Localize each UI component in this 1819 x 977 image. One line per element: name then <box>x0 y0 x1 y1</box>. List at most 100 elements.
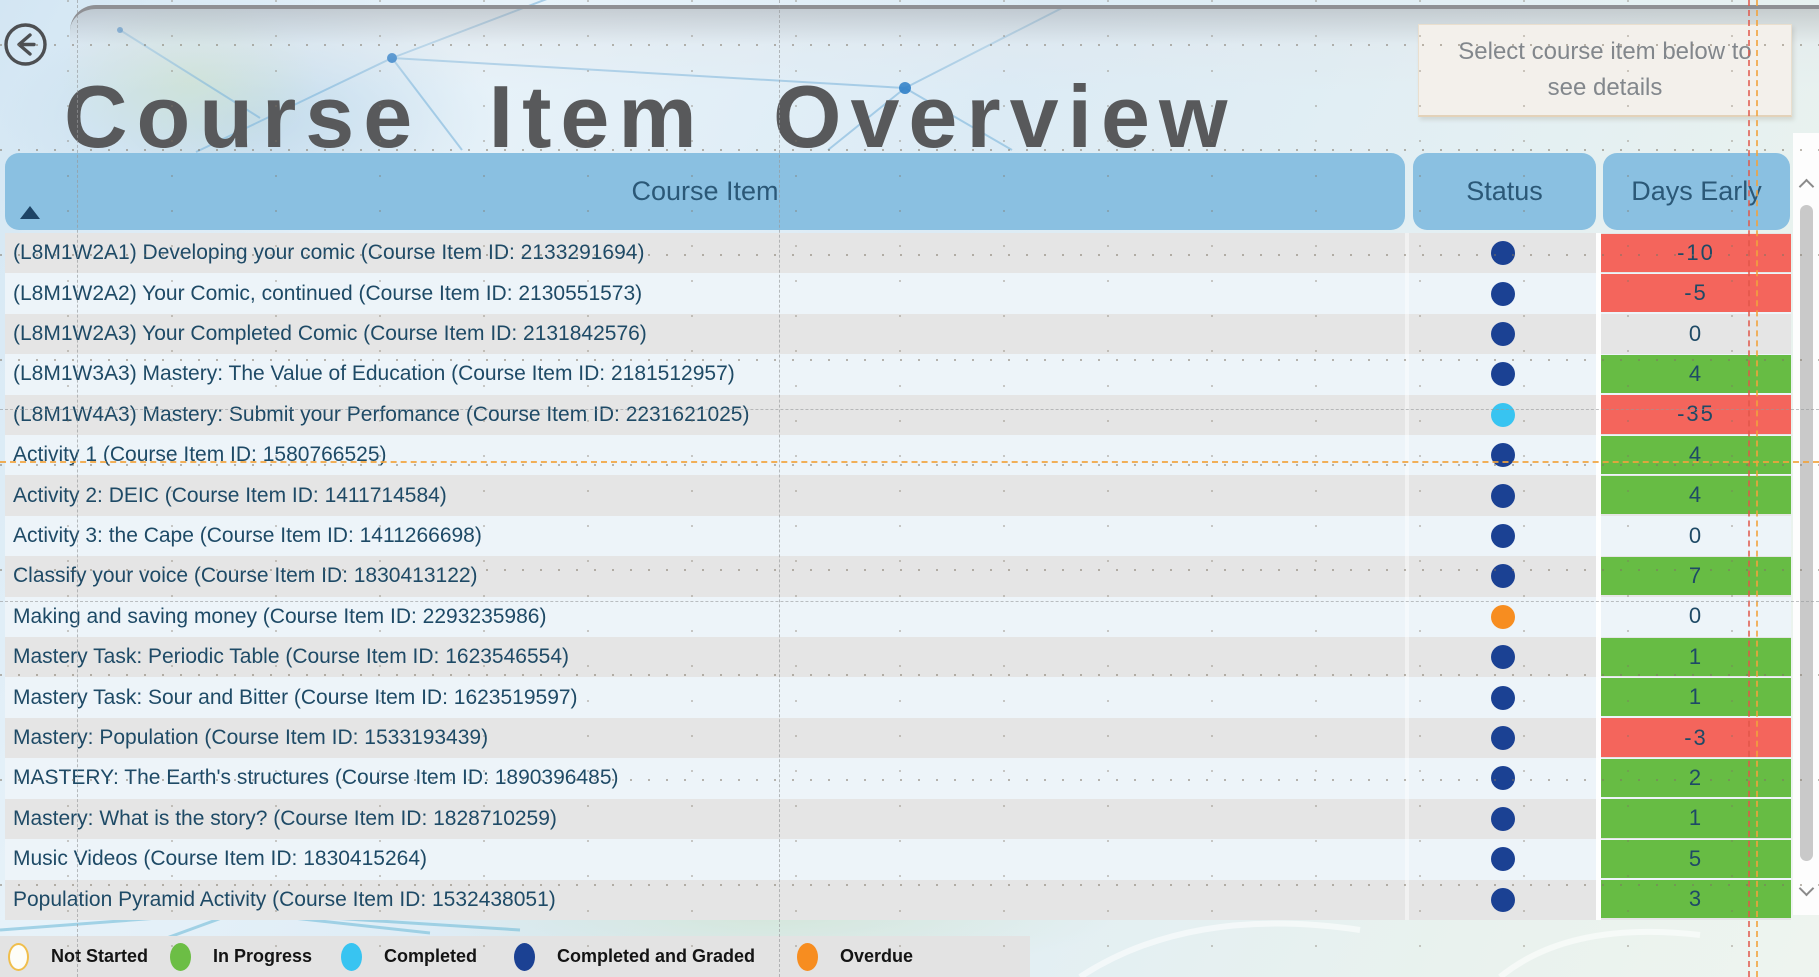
column-header-course-item[interactable]: Course Item <box>5 153 1405 230</box>
not-started-legend-dot <box>8 942 29 971</box>
completed-and-graded-status-dot <box>1490 524 1515 549</box>
days-early-cell: -3 <box>1601 718 1791 757</box>
completed-status-dot <box>1490 402 1515 427</box>
legend-item: Completed and Graded <box>514 936 755 977</box>
days-early-cell: 4 <box>1601 475 1791 515</box>
back-button[interactable] <box>3 22 48 67</box>
overdue-legend-dot <box>797 942 818 971</box>
course-item-cell: (L8M1W2A3) Your Completed Comic (Course … <box>13 322 647 346</box>
column-header-label: Days Early <box>1631 176 1762 206</box>
course-item-cell: (L8M1W4A3) Mastery: Submit your Perfoman… <box>13 402 750 426</box>
days-early-cell: 1 <box>1601 637 1791 676</box>
completed-and-graded-status-dot <box>1490 322 1515 347</box>
info-box: Select course item below to see details <box>1418 24 1792 117</box>
status-cell <box>1409 435 1596 475</box>
in-progress-legend-dot <box>170 942 191 971</box>
table-row[interactable]: (L8M1W2A2) Your Comic, continued (Course… <box>5 273 1791 314</box>
scroll-down-icon[interactable] <box>1798 880 1815 897</box>
completed-legend-dot <box>341 942 362 971</box>
legend-label: Completed and Graded <box>557 946 756 966</box>
column-header-days-early[interactable]: Days Early <box>1603 153 1790 230</box>
days-early-cell: 0 <box>1688 603 1704 629</box>
status-cell <box>1409 233 1596 273</box>
table-row[interactable]: Activity 2: DEIC (Course Item ID: 141171… <box>5 475 1791 516</box>
scroll-up-icon[interactable] <box>1798 178 1815 195</box>
days-early-cell: 2 <box>1601 758 1791 798</box>
course-item-cell: Mastery Task: Periodic Table (Course Ite… <box>13 645 569 669</box>
page-title: Course Item Overview <box>64 67 1237 166</box>
completed-and-graded-status-dot <box>1490 766 1515 791</box>
table-row[interactable]: Activity 3: the Cape (Course Item ID: 14… <box>5 515 1791 557</box>
sort-ascending-icon[interactable] <box>20 206 40 219</box>
status-cell <box>1409 556 1596 596</box>
days-early-cell: -5 <box>1601 273 1791 313</box>
status-cell <box>1409 758 1596 798</box>
table-row[interactable]: Population Pyramid Activity (Course Item… <box>5 879 1791 920</box>
course-item-cell: Classify your voice (Course Item ID: 183… <box>13 564 478 588</box>
completed-and-graded-status-dot <box>1490 483 1515 508</box>
table-row[interactable]: Mastery: Population (Course Item ID: 153… <box>5 717 1791 759</box>
days-early-cell: 3 <box>1601 880 1791 919</box>
status-legend: Not Started In Progress Completed Comple… <box>0 936 1030 977</box>
course-item-cell: Making and saving money (Course Item ID:… <box>13 604 547 628</box>
table-row[interactable]: (L8M1W2A1) Developing your comic (Course… <box>5 233 1791 274</box>
status-cell <box>1409 314 1596 354</box>
course-item-cell: Music Videos (Course Item ID: 1830415264… <box>13 847 427 871</box>
legend-item: Not Started <box>8 936 148 977</box>
days-early-cell: 4 <box>1601 435 1791 474</box>
table-row[interactable]: Making and saving money (Course Item ID:… <box>5 596 1791 638</box>
legend-label: Completed <box>384 946 478 966</box>
table-row[interactable]: Activity 1 (Course Item ID: 1580766525) … <box>5 435 1791 476</box>
table-row[interactable]: (L8M1W3A3) Mastery: The Value of Educati… <box>5 354 1791 395</box>
status-cell <box>1409 637 1596 677</box>
table-row[interactable]: MASTERY: The Earth's structures (Course … <box>5 758 1791 799</box>
status-cell <box>1409 395 1596 435</box>
course-item-cell: Activity 2: DEIC (Course Item ID: 141171… <box>13 483 447 507</box>
course-item-cell: MASTERY: The Earth's structures (Course … <box>13 766 619 790</box>
status-cell <box>1409 475 1596 515</box>
course-item-cell: Mastery: Population (Course Item ID: 153… <box>13 726 489 750</box>
course-item-cell: (L8M1W2A1) Developing your comic (Course… <box>13 241 645 265</box>
status-cell <box>1409 839 1596 879</box>
legend-item: Overdue <box>797 936 913 977</box>
info-box-text: Select course item below to see details <box>1458 38 1752 101</box>
status-cell <box>1409 597 1596 637</box>
legend-item: In Progress <box>170 936 312 977</box>
column-header-label: Course Item <box>631 176 779 206</box>
legend-label: Not Started <box>51 946 149 966</box>
status-cell <box>1409 718 1596 758</box>
completed-and-graded-status-dot <box>1490 564 1515 589</box>
table-row[interactable]: Mastery: What is the story? (Course Item… <box>5 798 1791 840</box>
table-row[interactable]: (L8M1W4A3) Mastery: Submit your Perfoman… <box>5 394 1791 436</box>
completed-and-graded-status-dot <box>1490 847 1515 872</box>
days-early-cell: -10 <box>1601 233 1791 272</box>
days-early-cell: 7 <box>1601 556 1791 596</box>
course-item-cell: Population Pyramid Activity (Course Item… <box>13 887 556 911</box>
table-scrollbar[interactable] <box>1793 133 1819 915</box>
completed-and-graded-status-dot <box>1490 241 1515 266</box>
column-header-label: Status <box>1466 176 1543 206</box>
completed-and-graded-status-dot <box>1490 281 1515 306</box>
table-row[interactable]: Classify your voice (Course Item ID: 183… <box>5 556 1791 597</box>
completed-and-graded-status-dot <box>1490 806 1515 831</box>
legend-label: Overdue <box>840 946 914 966</box>
days-early-cell: 5 <box>1601 839 1791 878</box>
table-row[interactable]: Mastery Task: Sour and Bitter (Course It… <box>5 677 1791 718</box>
status-cell <box>1409 799 1596 839</box>
legend-label: In Progress <box>213 946 313 966</box>
scrollbar-thumb[interactable] <box>1800 205 1813 861</box>
days-early-cell: 0 <box>1688 320 1704 346</box>
overdue-status-dot <box>1490 604 1515 629</box>
table-row[interactable]: Music Videos (Course Item ID: 1830415264… <box>5 839 1791 880</box>
column-header-status[interactable]: Status <box>1413 153 1596 230</box>
table-row[interactable]: Mastery Task: Periodic Table (Course Ite… <box>5 637 1791 678</box>
status-cell <box>1409 273 1596 313</box>
status-cell <box>1409 677 1596 717</box>
days-early-cell: 4 <box>1601 354 1791 394</box>
days-early-cell: 1 <box>1601 677 1791 717</box>
completed-and-graded-status-dot <box>1490 685 1515 710</box>
table-row[interactable]: (L8M1W2A3) Your Completed Comic (Course … <box>5 313 1791 355</box>
completed-and-graded-status-dot <box>1490 443 1515 468</box>
completed-and-graded-legend-dot <box>514 942 535 971</box>
